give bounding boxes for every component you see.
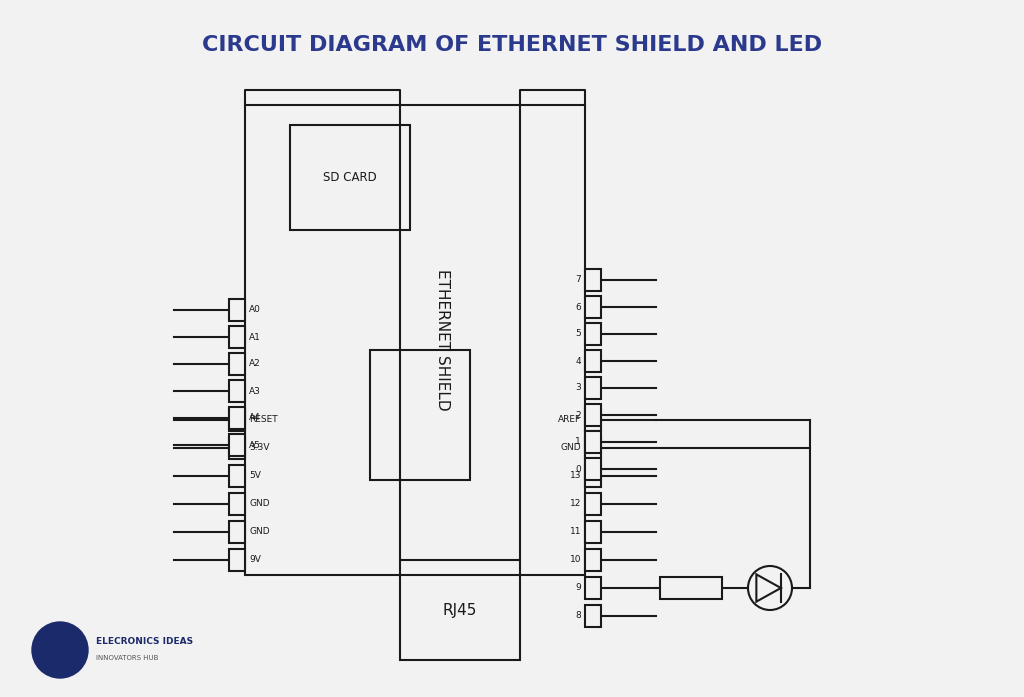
Text: A2: A2 [249,360,261,369]
Text: INNOVATORS HUB: INNOVATORS HUB [96,655,159,661]
Bar [229,353,245,375]
Bar [585,296,601,318]
Bar [585,404,601,426]
Text: 7: 7 [575,275,581,284]
Bar [229,493,245,515]
Bar [229,409,245,431]
Bar [229,549,245,571]
Text: 9: 9 [575,583,581,592]
Text: 0: 0 [575,464,581,473]
Text: GND: GND [249,528,269,537]
Text: 4: 4 [575,356,581,365]
Text: 3.3V: 3.3V [249,443,269,452]
Text: GND: GND [249,500,269,509]
Text: 6: 6 [575,302,581,312]
Bar [585,377,601,399]
Text: A4: A4 [249,413,261,422]
Bar [585,549,601,571]
Bar [585,465,601,487]
Bar [585,458,601,480]
Text: GND: GND [560,443,581,452]
Text: 8: 8 [575,611,581,620]
Bar [229,434,245,456]
Text: 9V: 9V [249,556,261,565]
Text: ETHERNET SHIELD: ETHERNET SHIELD [435,269,450,411]
Bar [585,605,601,627]
Text: 13: 13 [569,471,581,480]
Text: RESET: RESET [249,415,278,424]
Text: 12: 12 [569,500,581,509]
Bar [229,437,245,459]
Bar [229,299,245,321]
Text: 5V: 5V [249,471,261,480]
Bar [585,437,601,459]
Bar [585,577,601,599]
Bar [229,326,245,348]
Bar [585,493,601,515]
Text: 10: 10 [569,556,581,565]
Text: CIRCUIT DIAGRAM OF ETHERNET SHIELD AND LED: CIRCUIT DIAGRAM OF ETHERNET SHIELD AND L… [202,35,822,55]
Text: A5: A5 [249,441,261,450]
Bar [229,465,245,487]
Bar [585,350,601,372]
Text: RJ45: RJ45 [442,602,477,618]
Text: 11: 11 [569,528,581,537]
Text: ELECRONICS IDEAS: ELECRONICS IDEAS [96,638,194,647]
Text: A1: A1 [249,332,261,342]
Text: 5: 5 [575,330,581,339]
Bar [660,577,722,599]
Bar [290,125,410,230]
Bar [585,269,601,291]
Circle shape [748,566,792,610]
Bar [370,350,470,480]
Text: 3: 3 [575,383,581,392]
Text: 1: 1 [575,438,581,447]
Bar [229,380,245,402]
Bar [585,323,601,345]
Text: SD CARD: SD CARD [324,171,377,184]
Bar [229,521,245,543]
Bar [585,409,601,431]
Bar [585,521,601,543]
Bar [229,407,245,429]
Text: 2: 2 [575,411,581,420]
Text: A3: A3 [249,387,261,395]
Text: A0: A0 [249,305,261,314]
Bar [400,560,520,660]
Bar [245,105,585,575]
Text: AREF: AREF [558,415,581,424]
Circle shape [32,622,88,678]
Bar [585,431,601,453]
